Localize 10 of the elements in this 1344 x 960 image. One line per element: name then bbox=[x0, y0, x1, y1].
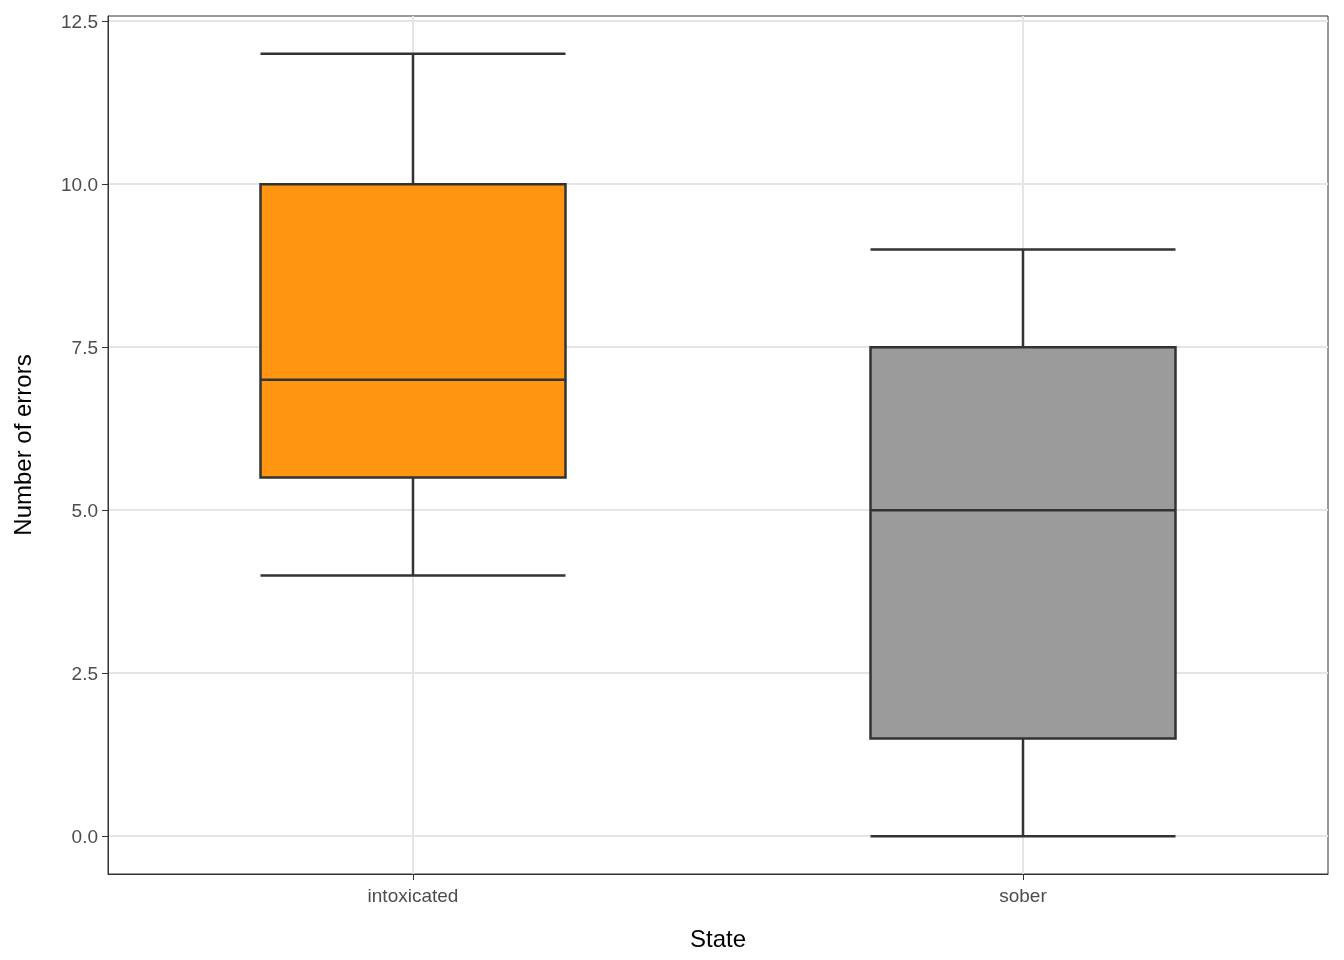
y-tick-label: 10.0 bbox=[61, 173, 98, 195]
y-tick-label: 5.0 bbox=[71, 499, 98, 521]
y-tick-label: 0.0 bbox=[71, 825, 98, 847]
x-tick-label: intoxicated bbox=[367, 885, 459, 906]
y-tick-label: 7.5 bbox=[71, 336, 98, 358]
y-axis-title: Number of errors bbox=[8, 354, 36, 536]
y-tick-label: 12.5 bbox=[61, 10, 98, 32]
x-axis-title: State bbox=[689, 924, 747, 952]
y-tick-label: 2.5 bbox=[71, 662, 98, 684]
x-tick-label: sober bbox=[999, 885, 1048, 906]
